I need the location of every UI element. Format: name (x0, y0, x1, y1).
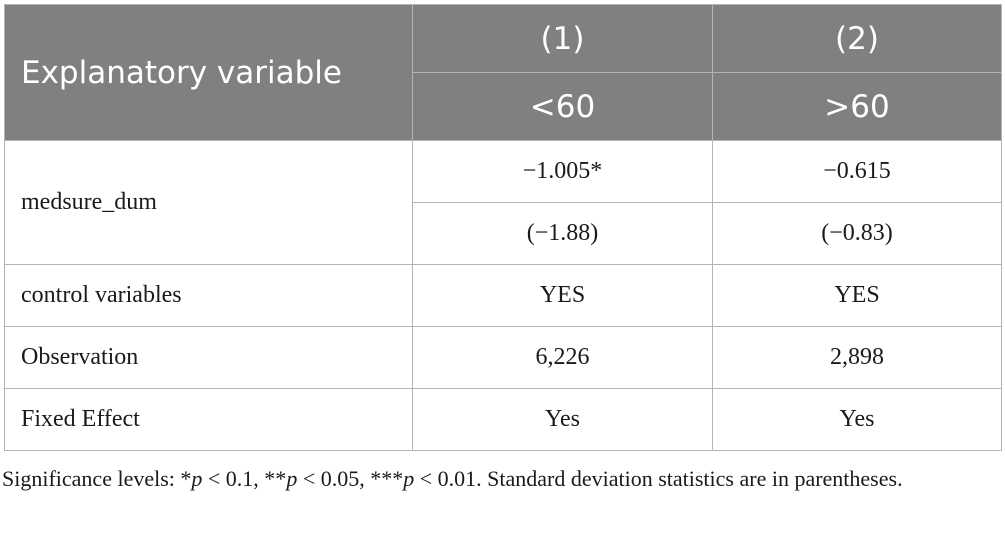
table-row: Observation 6,226 2,898 (4, 326, 1002, 389)
statistic-1: (−1.88) (412, 202, 713, 265)
footnote-p-symbol: p (191, 466, 203, 491)
header-row-2: <60 >60 (5, 72, 1002, 141)
header-column-1: (1) (412, 4, 713, 73)
header-column-2: (2) (712, 4, 1002, 73)
footnote-p-symbol: p (286, 466, 298, 491)
statistic-2: (−0.83) (712, 202, 1002, 265)
header-subgroup-1: <60 (412, 72, 713, 141)
footnote-level-3: < 0.01. Standard deviation statistics ar… (414, 466, 903, 491)
footnote-level-1: < 0.1, ** (202, 466, 287, 491)
row-label-observation: Observation (4, 326, 413, 389)
fixed-effect-value-2: Yes (712, 388, 1002, 451)
table-row: medsure_dum −1.005* −0.615 (4, 140, 1002, 265)
coefficient-2: −0.615 (712, 140, 1002, 203)
observation-value-2: 2,898 (712, 326, 1002, 389)
footnote-prefix: Significance levels: * (2, 466, 192, 491)
coefficient-1: −1.005* (412, 140, 713, 203)
footnote-level-2: < 0.05, *** (297, 466, 404, 491)
row-label-medsure: medsure_dum (4, 140, 413, 265)
control-value-2: YES (712, 264, 1002, 327)
results-table: Explanatory variable (1) (2) <60 >60 med… (4, 4, 1002, 451)
table-row: control variables YES YES (4, 264, 1002, 327)
footnote-p-symbol: p (403, 466, 415, 491)
fixed-effect-value-1: Yes (412, 388, 713, 451)
control-value-1: YES (412, 264, 713, 327)
table-footnote: Significance levels: *p < 0.1, **p < 0.0… (2, 462, 992, 495)
row-label-fixed-effect: Fixed Effect (4, 388, 413, 451)
header-explanatory-variable: Explanatory variable (4, 4, 413, 141)
observation-value-1: 6,226 (412, 326, 713, 389)
header-row-1: Explanatory variable (1) (2) (4, 4, 1002, 141)
header-subgroup-2: >60 (712, 72, 1002, 141)
row-label-control: control variables (4, 264, 413, 327)
table-row: Fixed Effect Yes Yes (4, 388, 1002, 451)
